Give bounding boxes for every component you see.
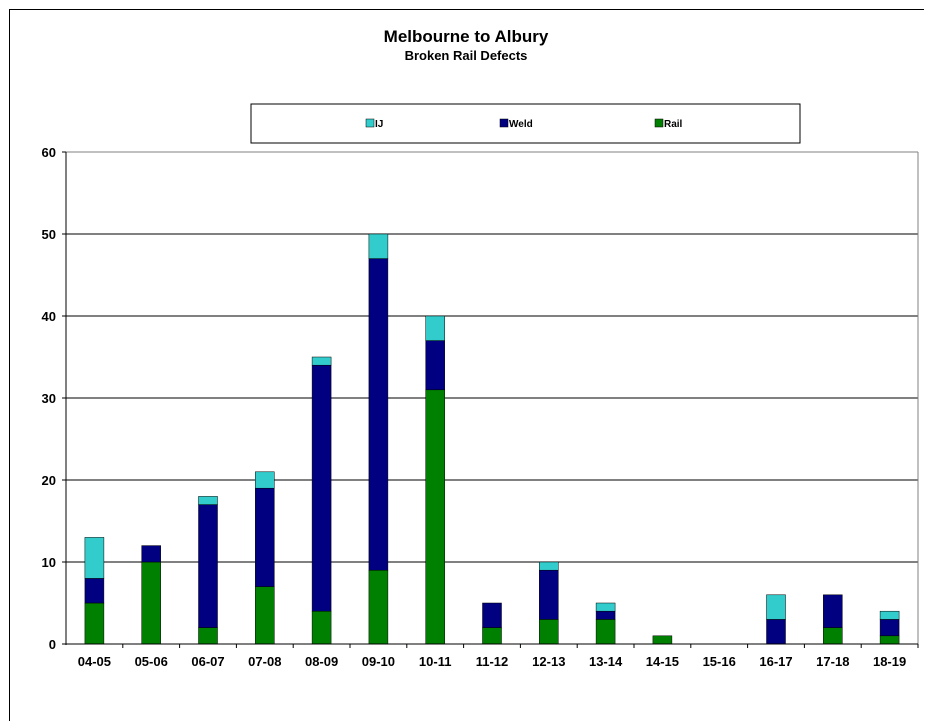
bar-segment-rail: [595, 619, 616, 645]
bar-segment-rail: [311, 610, 332, 645]
bar-segment-ij: [84, 537, 105, 579]
bar-segment-ij: [539, 561, 559, 571]
bar-segment-ij: [595, 602, 616, 612]
bar-segment-weld: [595, 610, 616, 620]
legend-box: [250, 103, 801, 144]
x-tick-label: 07-08: [248, 654, 281, 669]
bar-segment-ij: [368, 233, 389, 259]
bars: [84, 233, 900, 645]
bar-segment-ij: [255, 471, 275, 489]
bar-segment-rail: [482, 627, 502, 645]
bar-segment-rail: [652, 635, 673, 645]
x-tick-label: 10-11: [419, 654, 452, 669]
bar-segment-rail: [368, 569, 389, 645]
legend-swatch-ij: [365, 118, 375, 128]
bar-segment-ij: [198, 496, 218, 505]
x-axis-ticks: 04-05 05-06 06-07 07-08 08-09 09-10 10-11 11-12…: [78, 644, 919, 669]
gridlines: [66, 233, 918, 563]
y-tick-label: 60: [42, 145, 56, 160]
chart-subtitle: Broken Rail Defects: [405, 48, 528, 63]
y-tick-label: 30: [42, 391, 56, 406]
legend: IJ Weld Rail: [365, 118, 683, 130]
bar-segment-rail: [255, 586, 275, 645]
bar-segment-ij: [766, 594, 786, 620]
x-tick-label: 06-07: [191, 654, 224, 669]
bar-segment-rail: [823, 627, 843, 645]
bar-segment-rail: [141, 561, 161, 645]
legend-label-ij: IJ: [375, 119, 383, 130]
bar-segment-ij: [879, 610, 900, 620]
x-tick-label: 14-15: [646, 654, 679, 669]
x-tick-label: 17-18: [816, 654, 849, 669]
bar-segment-weld: [482, 602, 502, 628]
legend-label-weld: Weld: [509, 119, 533, 130]
bar-segment-weld: [766, 619, 786, 645]
bar-segment-weld: [539, 569, 559, 620]
y-axis-ticks: 0 10 20 30 40 50 60: [42, 145, 66, 652]
bar-segment-rail: [539, 619, 559, 645]
bar-segment-rail: [198, 627, 218, 645]
x-tick-label: 05-06: [135, 654, 168, 669]
x-tick-label: 16-17: [759, 654, 792, 669]
bar-segment-weld: [198, 504, 218, 628]
bar-segment-weld: [368, 258, 389, 571]
x-tick-label: 18-19: [873, 654, 906, 669]
bar-segment-weld: [823, 594, 843, 628]
bar-segment-weld: [255, 487, 275, 587]
chart-frame: [9, 9, 924, 721]
bar-segment-ij: [311, 356, 332, 366]
y-tick-label: 40: [42, 309, 56, 324]
bar-segment-weld: [141, 545, 161, 563]
y-tick-label: 50: [42, 227, 56, 242]
y-tick-label: 10: [42, 555, 56, 570]
bar-segment-ij: [425, 315, 445, 341]
chart-title: Melbourne to Albury: [384, 27, 549, 46]
bar-segment-weld: [425, 340, 445, 391]
legend-swatch-weld: [499, 118, 509, 128]
y-tick-label: 20: [42, 473, 56, 488]
y-tick-label: 0: [49, 637, 56, 652]
legend-label-rail: Rail: [664, 119, 683, 130]
bar-segment-rail: [879, 635, 900, 645]
bar-segment-weld: [311, 364, 332, 612]
bar-segment-rail: [84, 602, 105, 645]
x-tick-label: 08-09: [305, 654, 338, 669]
x-tick-label: 04-05: [78, 654, 111, 669]
x-tick-label: 09-10: [362, 654, 395, 669]
x-tick-label: 11-12: [476, 654, 509, 669]
x-tick-label: 13-14: [589, 654, 623, 669]
x-tick-label: 12-13: [532, 654, 565, 669]
x-tick-label: 15-16: [703, 654, 736, 669]
bar-segment-weld: [84, 578, 105, 604]
bar-segment-rail: [425, 389, 445, 645]
legend-swatch-rail: [654, 118, 664, 128]
bar-segment-weld: [879, 619, 900, 637]
